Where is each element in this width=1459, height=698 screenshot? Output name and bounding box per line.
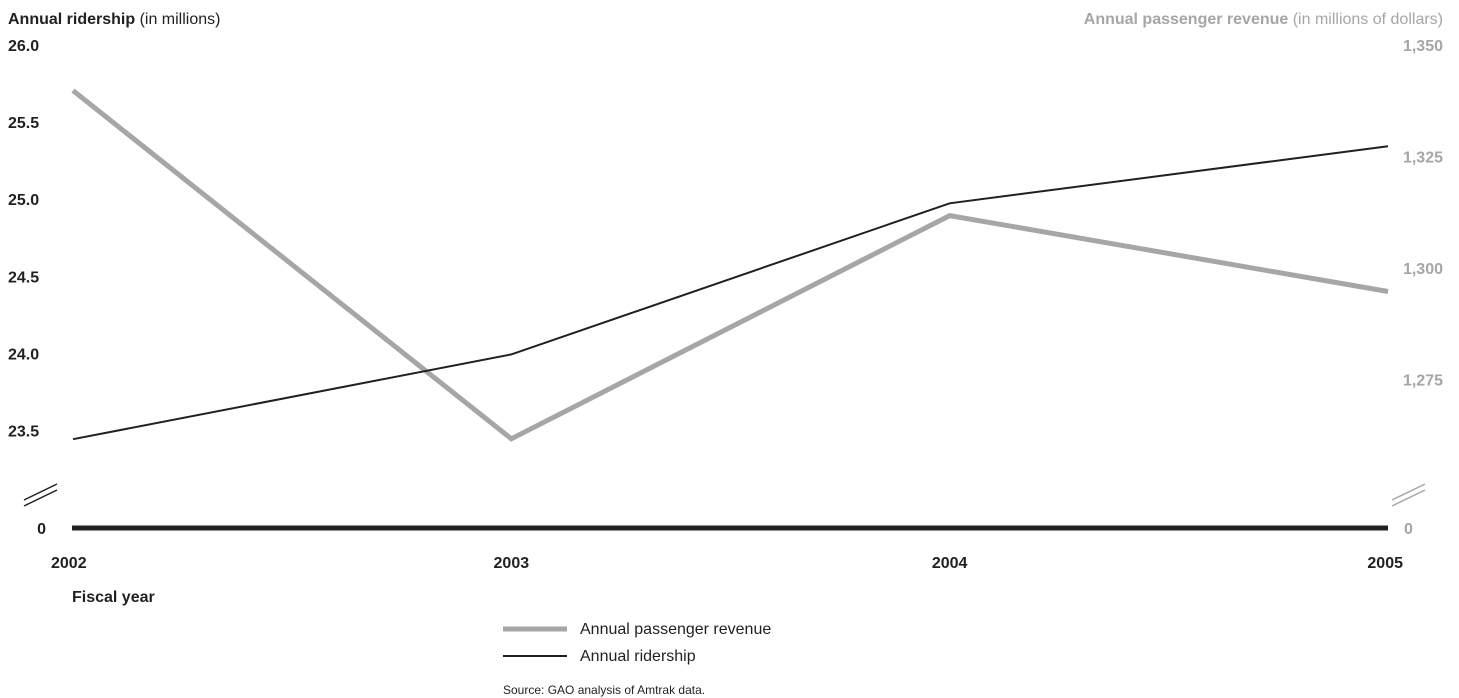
right-tick-label: 1,300	[1403, 261, 1443, 278]
left-tick-label: 24.0	[8, 346, 39, 363]
left-tick-label: 25.5	[8, 115, 39, 132]
x-axis-title: Fiscal year	[72, 589, 155, 606]
left-tick-label: 26.0	[8, 38, 39, 55]
x-tick-label: 2004	[932, 555, 968, 572]
series-line-revenue	[71, 88, 1389, 442]
left-tick-label: 24.5	[8, 269, 39, 286]
right-tick-label: 1,325	[1403, 150, 1443, 167]
left-tick-label: 23.5	[8, 423, 39, 440]
series-line-ridership	[72, 145, 1389, 441]
left-axis-ticks: 26.0 25.5 25.0 24.5 24.0 23.5	[8, 38, 39, 440]
right-zero-label: 0	[1404, 521, 1413, 538]
legend-label-ridership: Annual ridership	[580, 648, 696, 665]
x-axis-tick-labels: 2002 2003 2004 2005	[51, 555, 1403, 572]
x-tick-label: 2003	[494, 555, 530, 572]
right-tick-label: 1,275	[1403, 373, 1443, 390]
legend-label-revenue: Annual passenger revenue	[580, 621, 771, 638]
right-axis-title: Annual passenger revenue (in millions of…	[1084, 11, 1443, 28]
left-axis-title: Annual ridership (in millions)	[8, 11, 220, 28]
source-note: Source: GAO analysis of Amtrak data.	[503, 683, 705, 697]
left-zero-label: 0	[37, 521, 46, 538]
x-tick-label: 2005	[1367, 555, 1403, 572]
x-tick-label: 2002	[51, 555, 87, 572]
right-axis-break	[1391, 483, 1426, 507]
series-lines	[71, 88, 1389, 442]
left-tick-label: 25.0	[8, 192, 39, 209]
left-axis-break	[23, 483, 58, 507]
right-tick-label: 1,350	[1403, 38, 1443, 55]
legend: Annual passenger revenue Annual ridershi…	[503, 621, 771, 665]
right-axis-ticks: 1,350 1,325 1,300 1,275	[1403, 38, 1443, 390]
